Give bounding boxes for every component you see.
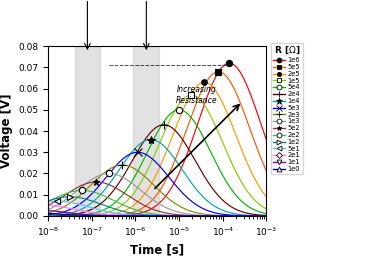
- Bar: [133, 46, 159, 216]
- Text: Increasing
Resistance: Increasing Resistance: [176, 85, 217, 105]
- Y-axis label: Voltage [V]: Voltage [V]: [0, 94, 13, 168]
- Bar: [75, 46, 100, 216]
- Legend: 1e6, 5e5, 2e5, 1e5, 5e4, 2e4, 1e4, 5e3, 2e3, 1e3, 5e2, 2e2, 1e2, 5e1, 2e1, 1e1, : 1e6, 5e5, 2e5, 1e5, 5e4, 2e4, 1e4, 5e3, …: [271, 43, 303, 175]
- X-axis label: Time [s]: Time [s]: [130, 244, 184, 256]
